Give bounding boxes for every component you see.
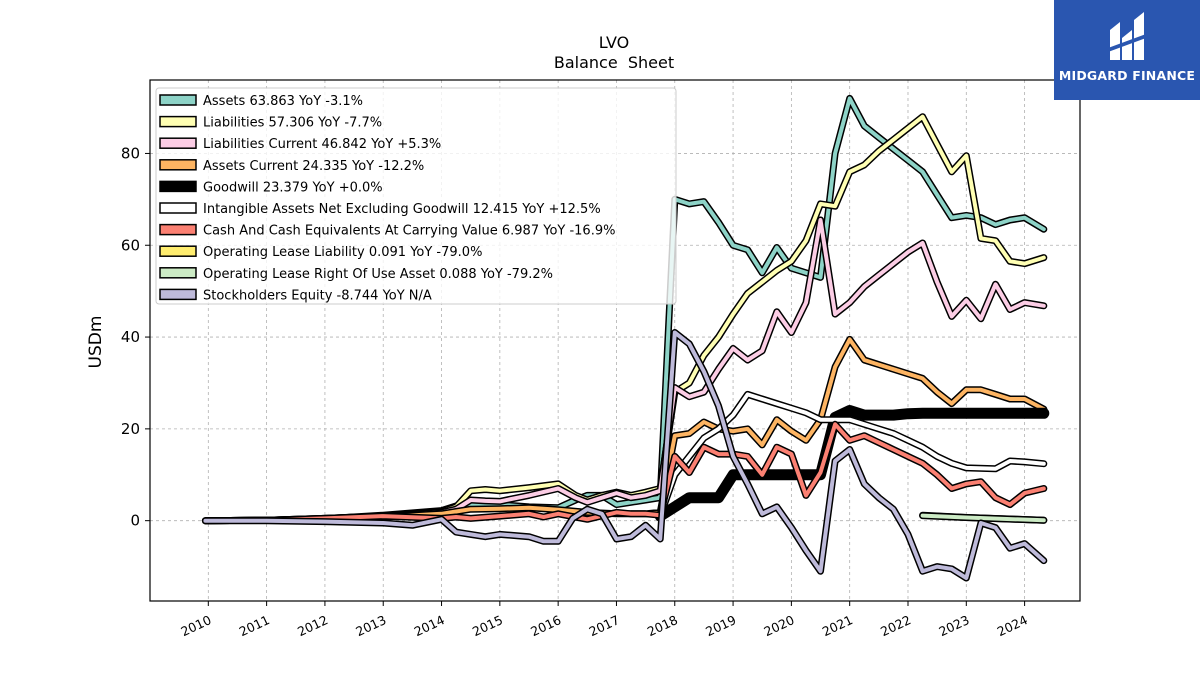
- y-tick-label: 40: [121, 328, 140, 346]
- series-stroke: [203, 330, 1046, 580]
- legend-label: Liabilities 57.306 YoY -7.7%: [203, 116, 382, 131]
- brand-logo: MIDGARD FINANCE: [1054, 0, 1200, 100]
- x-tick-label: 2020: [761, 612, 796, 639]
- legend-box: [155, 87, 677, 305]
- legend-item: Liabilities Current 46.842 YoY +5.3%: [159, 137, 441, 152]
- x-tick-label: 2024: [995, 612, 1030, 639]
- y-tick-label: 80: [121, 144, 140, 162]
- legend-item: Liabilities 57.306 YoY -7.7%: [159, 115, 382, 131]
- series-line: [201, 113, 1048, 525]
- x-tick-label: 2013: [353, 612, 388, 639]
- legend-item: Intangible Assets Net Excluding Goodwill…: [159, 202, 601, 217]
- legend-swatch: [159, 223, 197, 236]
- series-stroke: [203, 114, 1046, 523]
- legend-label: Assets Current 24.335 YoY -12.2%: [203, 159, 424, 174]
- series-line: [201, 216, 1048, 525]
- y-tick-label: 20: [121, 420, 140, 438]
- legend-item: Assets Current 24.335 YoY -12.2%: [159, 159, 424, 174]
- x-tick-label: 2015: [470, 612, 505, 639]
- legend-label: Stockholders Equity -8.744 YoY N/A: [203, 288, 432, 303]
- legend-swatch: [159, 267, 197, 279]
- x-tick-label: 2022: [878, 612, 913, 639]
- legend-item: Operating Lease Liability 0.091 YoY -79.…: [159, 245, 482, 260]
- x-tick-label: 2021: [820, 612, 855, 639]
- series-stroke: [203, 422, 1046, 523]
- x-tick-label: 2012: [295, 612, 330, 639]
- x-tick-label: 2016: [528, 612, 563, 639]
- plot-frame: [149, 79, 1081, 602]
- legend-label: Assets 63.863 YoY -3.1%: [203, 94, 363, 109]
- series-stroke: [658, 392, 1046, 519]
- series-layer: [201, 94, 1050, 582]
- x-tick-label: 2019: [703, 612, 738, 639]
- legend-item: Cash And Cash Equivalents At Carrying Va…: [159, 223, 615, 239]
- legend-item: Goodwill 23.379 YoY +0.0%: [159, 180, 383, 195]
- chart-subtitle: Balance Sheet: [554, 53, 674, 72]
- series-line: [919, 512, 1048, 524]
- legend-label: Cash And Cash Equivalents At Carrying Va…: [203, 224, 615, 239]
- legend-item: Stockholders Equity -8.744 YoY N/A: [159, 288, 432, 303]
- legend-swatch: [159, 159, 197, 171]
- series-line: [201, 420, 1048, 525]
- legend-swatch: [159, 180, 197, 193]
- legend: Assets 63.863 YoY -3.1% Liabilities 57.30…: [155, 87, 677, 305]
- x-tick-label: 2010: [178, 612, 213, 639]
- series-stroke: [920, 513, 1046, 523]
- legend-swatch: [159, 245, 197, 257]
- x-tick-label: 2018: [645, 612, 680, 639]
- legend-swatch: [159, 288, 197, 301]
- x-tick-label: 2017: [587, 612, 622, 639]
- series-line: [201, 335, 1048, 525]
- y-axis-label: USDm: [86, 316, 106, 369]
- legend-label: Operating Lease Right Of Use Asset 0.088…: [203, 267, 553, 282]
- chart-title: LVO: [599, 33, 629, 52]
- series-stroke: [203, 337, 1046, 523]
- series-line: [201, 329, 1048, 582]
- legend-swatch: [159, 137, 197, 149]
- brand-mark-icon: [1108, 12, 1146, 60]
- x-tick-label: 2014: [412, 612, 447, 639]
- brand-name: MIDGARD FINANCE: [1058, 68, 1196, 83]
- legend-label: Operating Lease Liability 0.091 YoY -79.…: [203, 245, 482, 260]
- legend-swatch: [159, 115, 197, 128]
- y-tick-label: 60: [121, 236, 140, 254]
- x-axis: 2010 2011 2012 2013 2014 2015 2016 2017 2018 2019…: [178, 601, 1030, 639]
- legend-item: Assets 63.863 YoY -3.1%: [159, 94, 363, 109]
- y-axis: 0 20 40 60 80: [121, 144, 150, 530]
- legend-label: Liabilities Current 46.842 YoY +5.3%: [203, 137, 441, 152]
- y-tick-label: 0: [130, 512, 140, 530]
- series-outline: [201, 329, 1048, 582]
- legend-item: Operating Lease Right Of Use Asset 0.088…: [159, 267, 553, 282]
- legend-swatch: [159, 202, 197, 214]
- legend-label: Intangible Assets Net Excluding Goodwill…: [203, 202, 601, 217]
- x-tick-label: 2023: [936, 612, 971, 639]
- legend-label: Goodwill 23.379 YoY +0.0%: [203, 180, 383, 195]
- x-tick-label: 2011: [237, 612, 272, 639]
- series-line: [656, 390, 1048, 520]
- series-stroke: [203, 218, 1046, 523]
- legend-swatch: [159, 94, 197, 106]
